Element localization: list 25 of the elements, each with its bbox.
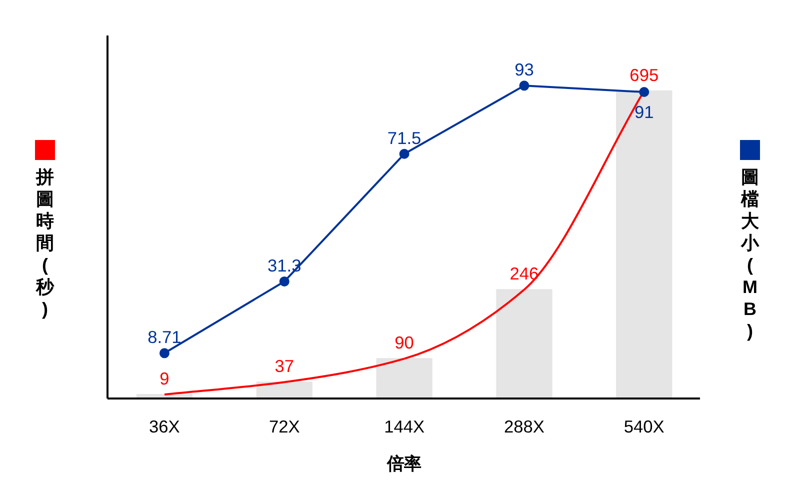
data-label: 90 xyxy=(394,332,414,353)
point xyxy=(519,80,530,91)
data-label: 37 xyxy=(274,356,294,376)
x-tick-label: 72X xyxy=(268,416,300,436)
x-tick-label: 144X xyxy=(384,416,425,436)
data-label: 71.5 xyxy=(387,128,422,148)
data-label: 93 xyxy=(514,60,534,80)
data-label: 695 xyxy=(630,64,659,85)
x-tick-label: 540X xyxy=(624,416,665,436)
data-label: 91 xyxy=(634,102,654,122)
point xyxy=(279,276,290,286)
y2-axis-title: 圖檔大小 (MB) xyxy=(741,166,759,342)
bar xyxy=(616,90,672,398)
data-label: 8.71 xyxy=(148,327,182,348)
y-axis-title: 拼圖時間 (秒) xyxy=(36,166,54,320)
point xyxy=(399,148,410,159)
x-axis-title: 倍率 xyxy=(386,454,421,474)
bar xyxy=(496,289,552,398)
bar xyxy=(376,358,432,398)
x-tick-label: 36X xyxy=(149,416,180,436)
point xyxy=(159,348,170,358)
data-label: 31.3 xyxy=(268,255,302,276)
data-label: 9 xyxy=(160,368,170,389)
x-tick-label: 288X xyxy=(504,416,545,436)
point xyxy=(639,87,650,98)
